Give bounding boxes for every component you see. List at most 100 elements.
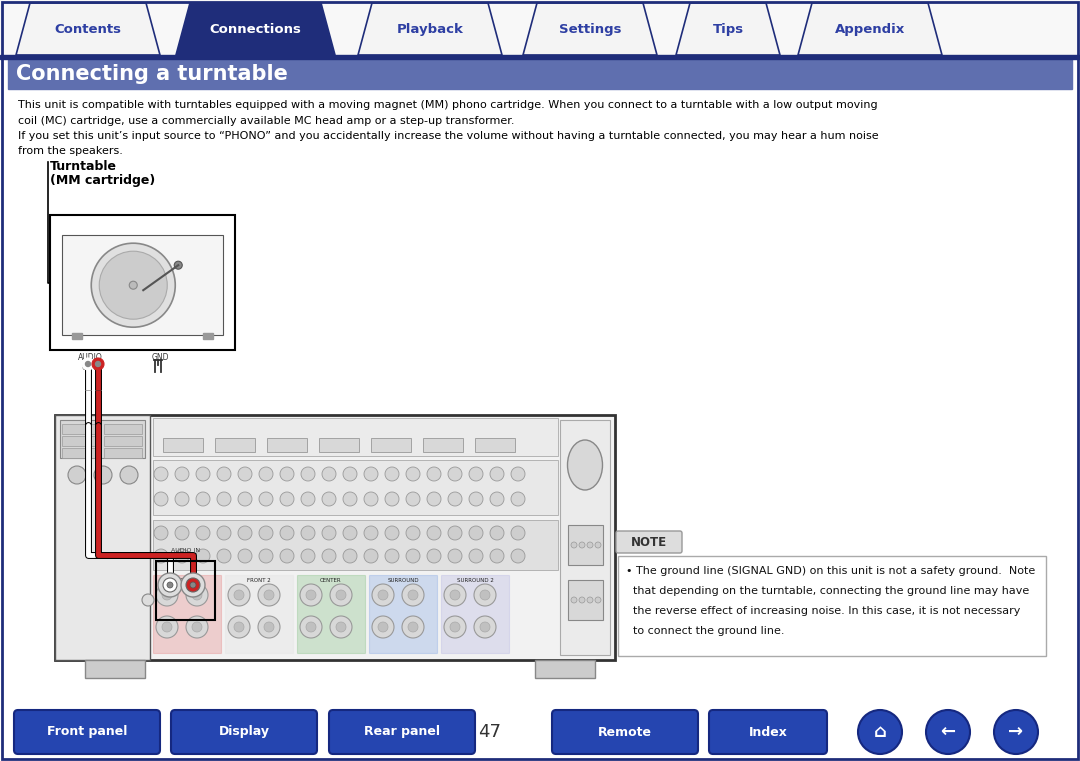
Circle shape xyxy=(595,542,600,548)
Circle shape xyxy=(156,584,178,606)
Bar xyxy=(225,575,293,653)
Text: the reverse effect of increasing noise. In this case, it is not necessary: the reverse effect of increasing noise. … xyxy=(626,606,1021,616)
Circle shape xyxy=(511,492,525,506)
Circle shape xyxy=(364,526,378,540)
Bar xyxy=(104,424,141,434)
Text: Index: Index xyxy=(748,725,787,738)
Circle shape xyxy=(378,590,388,600)
Circle shape xyxy=(427,467,441,481)
Circle shape xyxy=(343,549,357,563)
Circle shape xyxy=(234,590,244,600)
Circle shape xyxy=(480,622,490,632)
Polygon shape xyxy=(798,3,942,55)
Bar xyxy=(215,438,255,452)
Circle shape xyxy=(259,467,273,481)
Bar xyxy=(568,580,603,620)
Circle shape xyxy=(154,549,168,563)
Bar xyxy=(267,438,307,452)
Circle shape xyxy=(330,584,352,606)
Circle shape xyxy=(402,616,424,638)
Text: If you set this unit’s input source to “PHONO” and you accidentally increase the: If you set this unit’s input source to “… xyxy=(18,131,879,141)
FancyBboxPatch shape xyxy=(329,710,475,754)
Circle shape xyxy=(408,590,418,600)
Circle shape xyxy=(280,467,294,481)
Circle shape xyxy=(474,616,496,638)
Circle shape xyxy=(450,590,460,600)
Circle shape xyxy=(579,597,585,603)
Circle shape xyxy=(280,492,294,506)
Text: GND: GND xyxy=(151,353,168,362)
Circle shape xyxy=(175,526,189,540)
Circle shape xyxy=(167,582,173,588)
Circle shape xyxy=(217,526,231,540)
Circle shape xyxy=(384,492,399,506)
Bar xyxy=(62,235,222,335)
Circle shape xyxy=(175,549,189,563)
Circle shape xyxy=(300,616,322,638)
Circle shape xyxy=(301,467,315,481)
Circle shape xyxy=(228,616,249,638)
Circle shape xyxy=(91,244,175,327)
Circle shape xyxy=(926,710,970,754)
Circle shape xyxy=(336,622,346,632)
Circle shape xyxy=(579,542,585,548)
Text: Connections: Connections xyxy=(210,23,301,36)
Circle shape xyxy=(571,597,577,603)
Bar xyxy=(104,436,141,446)
Circle shape xyxy=(448,467,462,481)
Circle shape xyxy=(306,590,316,600)
Text: This unit is compatible with turntables equipped with a moving magnet (MM) phono: This unit is compatible with turntables … xyxy=(18,100,878,110)
Circle shape xyxy=(474,584,496,606)
Bar xyxy=(62,424,100,434)
Circle shape xyxy=(343,467,357,481)
Circle shape xyxy=(427,549,441,563)
Bar xyxy=(568,525,603,565)
Circle shape xyxy=(154,526,168,540)
Circle shape xyxy=(450,622,460,632)
Circle shape xyxy=(195,492,210,506)
Circle shape xyxy=(322,549,336,563)
Circle shape xyxy=(384,467,399,481)
Text: Contents: Contents xyxy=(54,23,121,36)
Circle shape xyxy=(154,467,168,481)
Circle shape xyxy=(480,590,490,600)
Circle shape xyxy=(238,526,252,540)
Circle shape xyxy=(469,549,483,563)
FancyBboxPatch shape xyxy=(552,710,698,754)
Circle shape xyxy=(192,622,202,632)
Bar xyxy=(297,575,365,653)
Text: ←: ← xyxy=(941,723,956,741)
Text: →: → xyxy=(1009,723,1024,741)
Circle shape xyxy=(192,590,202,600)
Circle shape xyxy=(372,584,394,606)
Bar xyxy=(153,418,558,456)
Circle shape xyxy=(181,573,205,597)
Text: Tips: Tips xyxy=(713,23,743,36)
Circle shape xyxy=(448,526,462,540)
Circle shape xyxy=(444,584,465,606)
Bar xyxy=(475,438,515,452)
Circle shape xyxy=(444,616,465,638)
Circle shape xyxy=(322,467,336,481)
Circle shape xyxy=(280,526,294,540)
Polygon shape xyxy=(523,3,657,55)
Circle shape xyxy=(174,261,183,269)
Circle shape xyxy=(186,616,208,638)
Bar xyxy=(50,215,235,350)
Bar xyxy=(62,436,100,446)
Circle shape xyxy=(408,622,418,632)
Text: FRONT: FRONT xyxy=(178,578,197,583)
Text: 47: 47 xyxy=(478,723,501,741)
Circle shape xyxy=(402,584,424,606)
FancyBboxPatch shape xyxy=(14,710,160,754)
Bar xyxy=(153,460,558,515)
Circle shape xyxy=(336,590,346,600)
Circle shape xyxy=(217,549,231,563)
Bar xyxy=(0,0,1080,55)
Circle shape xyxy=(330,616,352,638)
Circle shape xyxy=(163,578,177,592)
Text: AUDIO IN: AUDIO IN xyxy=(171,548,200,553)
Bar xyxy=(441,575,509,653)
Circle shape xyxy=(217,467,231,481)
Circle shape xyxy=(571,542,577,548)
